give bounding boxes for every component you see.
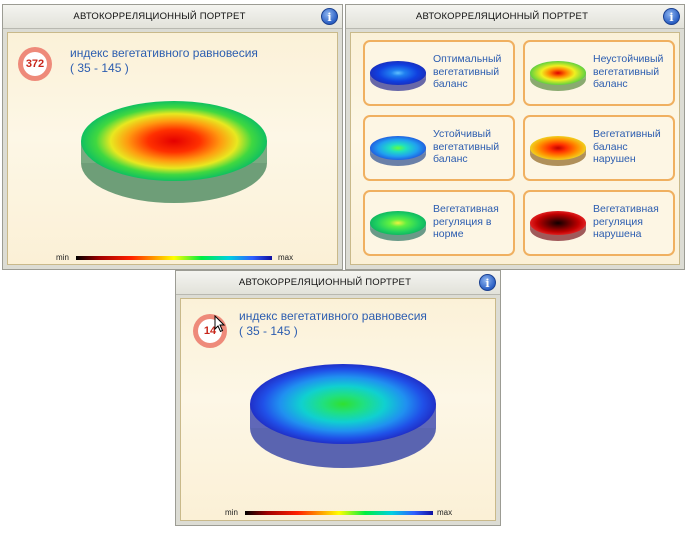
panel-title: АВТОКОРРЕЛЯЦИОННЫЙ ПОРТРЕТ [73,11,246,22]
mouse-cursor-icon [214,315,226,333]
scale-min-label: min [225,508,238,517]
panel-title: АВТОКОРРЕЛЯЦИОННЫЙ ПОРТРЕТ [238,277,412,288]
info-icon[interactable]: i [479,274,496,291]
color-scale: min max [225,506,465,520]
index-title: индекс вегетативного равновесия [239,309,427,323]
index-value: 372 [23,52,47,76]
legend-tile-label: Вегетативный баланс нарушен [593,128,661,165]
panel-title: АВТОКОРРЕЛЯЦИОННЫЙ ПОРТРЕТ [415,11,589,22]
scale-min-label: min [56,253,69,262]
panel-header: АВТОКОРРЕЛЯЦИОННЫЙ ПОРТРЕТ i [3,5,342,29]
autocorrelation-panel-bottom: АВТОКОРРЕЛЯЦИОННЫЙ ПОРТРЕТ i 14 индекс в… [175,270,501,526]
legend-tile-normal-regulation[interactable]: Вегетативная регуляция в норме [363,190,515,256]
disk-thumbnail [530,211,586,241]
legend-tile-label: Вегетативная регуляция нарушена [593,203,659,240]
index-range: ( 35 - 145 ) [239,324,298,338]
index-badge: 14 [193,314,227,348]
disk-top [81,101,267,181]
legend-tile-stable[interactable]: Устойчивый вегетативный баланс [363,115,515,181]
legend-tile-unstable[interactable]: Неустойчивый вегетативный баланс [523,40,675,106]
panel-content: 372 индекс вегетативного равновесия ( 35… [7,32,338,265]
scale-max-label: max [437,508,453,517]
disk-thumbnail [530,61,586,91]
info-icon[interactable]: i [663,8,680,25]
disk-thumbnail [530,136,586,166]
autocorrelation-disk [250,364,436,468]
disk-thumbnail [370,136,426,166]
scale-max-label: max [278,253,294,262]
disk-thumbnail [370,61,426,91]
index-range: ( 35 - 145 ) [70,61,129,75]
info-icon[interactable]: i [321,8,338,25]
legend-tile-optimal[interactable]: Оптимальный вегетативный баланс [363,40,515,106]
color-scale: min max [56,251,306,265]
index-title: индекс вегетативного равновесия [70,46,258,60]
legend-tile-disturbed-balance[interactable]: Вегетативный баланс нарушен [523,115,675,181]
legend-tile-disturbed-regulation[interactable]: Вегетативная регуляция нарушена [523,190,675,256]
legend-tile-label: Устойчивый вегетативный баланс [433,128,500,165]
scale-gradient-bar [76,256,272,260]
legend-tile-label: Оптимальный вегетативный баланс [433,53,502,90]
legend-content: Оптимальный вегетативный баланс Неустойчив… [350,32,680,265]
autocorrelation-panel-legend: АВТОКОРРЕЛЯЦИОННЫЙ ПОРТРЕТ i Оптимальный… [345,4,685,270]
index-badge: 372 [18,47,52,81]
autocorrelation-panel-main: АВТОКОРРЕЛЯЦИОННЫЙ ПОРТРЕТ i 372 индекс … [2,4,343,270]
panel-content: 14 индекс вегетативного равновесия ( 35 … [180,298,496,521]
panel-header: АВТОКОРРЕЛЯЦИОННЫЙ ПОРТРЕТ i [346,5,684,29]
disk-thumbnail [370,211,426,241]
scale-gradient-bar [245,511,433,515]
legend-tile-label: Вегетативная регуляция в норме [433,203,499,240]
legend-tile-label: Неустойчивый вегетативный баланс [593,53,664,90]
panel-header: АВТОКОРРЕЛЯЦИОННЫЙ ПОРТРЕТ i [176,271,500,295]
autocorrelation-disk [81,101,267,203]
disk-top [250,364,436,444]
